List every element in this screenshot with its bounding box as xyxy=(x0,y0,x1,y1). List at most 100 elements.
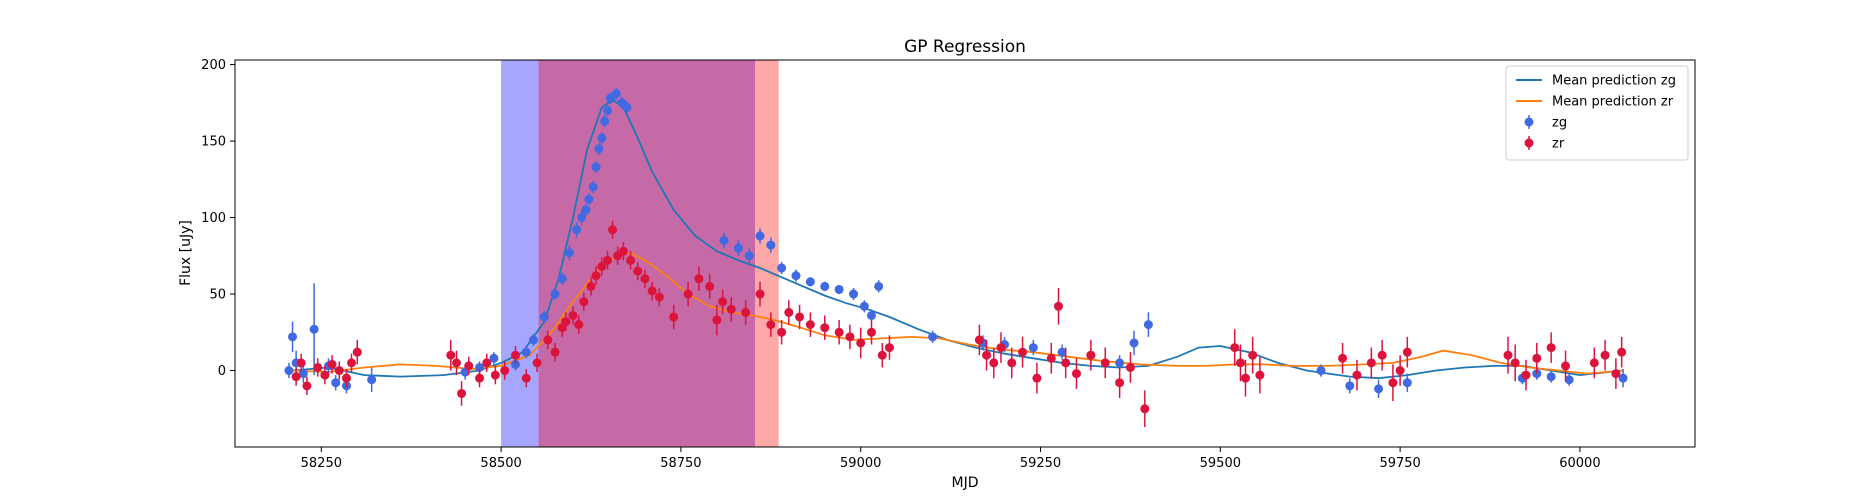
data-point xyxy=(584,194,594,204)
data-point xyxy=(1143,320,1153,330)
x-tick-label: 59000 xyxy=(840,456,881,471)
data-point xyxy=(597,133,607,143)
data-point xyxy=(490,370,500,380)
data-point xyxy=(1115,358,1125,368)
legend: Mean prediction zg Mean prediction zr zg zr xyxy=(1505,65,1689,161)
data-point xyxy=(647,286,657,296)
data-point xyxy=(719,235,729,245)
data-point xyxy=(683,289,693,299)
data-point xyxy=(1589,358,1599,368)
data-point xyxy=(347,358,357,368)
data-point xyxy=(521,347,531,357)
plot-area xyxy=(234,59,1696,448)
y-tick-label: 150 xyxy=(201,135,226,150)
legend-label: zg xyxy=(1552,116,1567,131)
data-point xyxy=(766,240,776,250)
data-point xyxy=(744,251,754,261)
x-tick-label: 58250 xyxy=(301,456,342,471)
data-point xyxy=(288,332,298,342)
data-point xyxy=(884,343,894,353)
data-point xyxy=(1125,362,1135,372)
data-point xyxy=(834,284,844,294)
data-point xyxy=(579,297,589,307)
data-point xyxy=(718,297,728,307)
data-point xyxy=(733,243,743,253)
data-point xyxy=(633,266,643,276)
shaded-region-1 xyxy=(538,60,755,447)
chart-title: GP Regression xyxy=(904,37,1026,57)
data-point xyxy=(341,373,351,383)
data-point xyxy=(1611,369,1621,379)
data-point xyxy=(820,323,830,333)
data-point xyxy=(1377,350,1387,360)
legend-box xyxy=(1505,65,1689,161)
data-point xyxy=(334,366,344,376)
x-tick-label: 59250 xyxy=(1020,456,1061,471)
data-point xyxy=(1140,404,1150,414)
data-point xyxy=(521,373,531,383)
data-point xyxy=(489,353,499,363)
data-point xyxy=(795,312,805,322)
x-tick-label: 59500 xyxy=(1200,456,1241,471)
data-point xyxy=(1255,370,1265,380)
data-point xyxy=(726,304,736,314)
data-point xyxy=(320,370,330,380)
y-axis: 0 50 100 150 200 xyxy=(201,58,235,379)
data-point xyxy=(572,225,582,235)
data-point xyxy=(446,350,456,360)
data-point xyxy=(741,307,751,317)
data-point xyxy=(755,231,765,241)
data-point xyxy=(974,335,984,345)
x-tick-label: 58750 xyxy=(660,456,701,471)
data-point xyxy=(1086,350,1096,360)
data-point xyxy=(859,301,869,311)
data-point xyxy=(805,277,815,287)
data-point xyxy=(1235,358,1245,368)
y-tick-label: 0 xyxy=(218,364,226,379)
data-point xyxy=(367,375,377,385)
data-point xyxy=(1248,350,1258,360)
data-point xyxy=(845,332,855,342)
data-point xyxy=(327,359,337,369)
data-point xyxy=(1617,347,1627,357)
data-point xyxy=(1546,372,1556,382)
data-point xyxy=(820,281,830,291)
y-tick-label: 200 xyxy=(201,58,226,73)
data-point xyxy=(1007,358,1017,368)
data-point xyxy=(591,271,601,281)
data-point xyxy=(528,335,538,345)
data-point xyxy=(1115,378,1125,388)
data-point xyxy=(694,274,704,284)
data-point xyxy=(557,274,567,284)
errorbar-series-1 xyxy=(291,220,1627,428)
data-point xyxy=(588,182,598,192)
data-point xyxy=(510,350,520,360)
data-point xyxy=(550,347,560,357)
data-point xyxy=(331,378,341,388)
data-point xyxy=(600,116,610,126)
data-point xyxy=(1402,347,1412,357)
x-axis-label: MJD xyxy=(952,475,979,491)
data-point xyxy=(543,335,553,345)
data-point xyxy=(834,327,844,337)
data-point xyxy=(603,255,613,265)
data-point xyxy=(1388,378,1398,388)
data-point xyxy=(1240,373,1250,383)
data-point xyxy=(611,89,621,99)
data-point xyxy=(1338,353,1348,363)
shaded-region-2 xyxy=(754,60,779,447)
data-point xyxy=(791,271,801,281)
data-point xyxy=(1374,384,1384,394)
data-point xyxy=(577,213,587,223)
data-point xyxy=(867,327,877,337)
data-point xyxy=(1057,347,1067,357)
data-point xyxy=(561,317,571,327)
data-point xyxy=(1028,343,1038,353)
data-point xyxy=(482,358,492,368)
data-point xyxy=(550,289,560,299)
data-point xyxy=(1032,373,1042,383)
data-point xyxy=(586,281,596,291)
data-point xyxy=(296,358,306,368)
errorbar-series-0 xyxy=(284,87,1628,399)
